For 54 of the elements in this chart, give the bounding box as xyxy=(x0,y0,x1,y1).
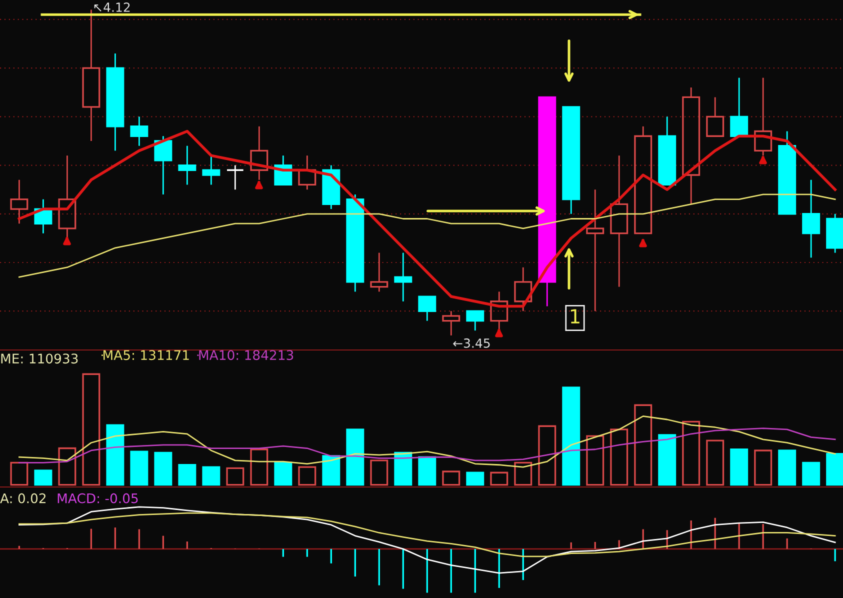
bar xyxy=(826,452,843,486)
candlestick xyxy=(682,86,700,205)
bar xyxy=(10,462,28,486)
candlestick xyxy=(586,188,604,312)
bar xyxy=(610,428,628,486)
annotation: 1 xyxy=(570,309,580,324)
chart-subtitle: MACD: -0.05 xyxy=(58,493,138,504)
bar xyxy=(274,462,292,486)
candlestick xyxy=(802,179,820,258)
annotation: ↖4.12 xyxy=(94,2,130,12)
bar xyxy=(322,455,340,486)
bar xyxy=(586,435,604,486)
candlestick xyxy=(10,179,28,224)
bar xyxy=(370,460,388,486)
bar xyxy=(538,425,556,486)
bar xyxy=(298,466,316,486)
bar xyxy=(226,467,244,486)
legend-label: MA10: 184213 xyxy=(199,350,294,360)
bar xyxy=(394,452,412,486)
bar xyxy=(130,450,148,486)
chart-title: A: 0.02 xyxy=(0,493,46,504)
candlestick xyxy=(130,116,148,147)
bar xyxy=(802,462,820,486)
candlestick xyxy=(202,154,220,186)
bar xyxy=(634,404,652,486)
bar xyxy=(466,472,484,486)
bar xyxy=(562,386,580,486)
candlestick xyxy=(106,52,124,152)
bar xyxy=(682,420,700,486)
bar xyxy=(418,456,436,486)
bar xyxy=(178,464,196,486)
chart-title: ME: 110933 xyxy=(1,354,78,364)
bar xyxy=(346,428,364,486)
candlestick xyxy=(178,145,196,186)
bar xyxy=(106,424,124,486)
bar xyxy=(202,466,220,486)
bar xyxy=(706,440,724,486)
bar xyxy=(82,373,100,486)
bar xyxy=(778,450,796,486)
bar xyxy=(34,470,52,486)
annotation: ←3.45 xyxy=(453,338,490,348)
bar xyxy=(58,447,76,486)
bar xyxy=(490,472,508,486)
bar xyxy=(154,452,172,486)
candlestick xyxy=(610,154,628,288)
legend-label: MA5: 131171 xyxy=(104,350,189,360)
bar xyxy=(730,448,748,486)
candlestick xyxy=(394,252,412,302)
candlestick xyxy=(250,126,268,181)
bar xyxy=(754,450,772,486)
bar xyxy=(442,470,460,486)
bar xyxy=(514,462,532,486)
bar xyxy=(658,434,676,486)
bar xyxy=(250,448,268,486)
